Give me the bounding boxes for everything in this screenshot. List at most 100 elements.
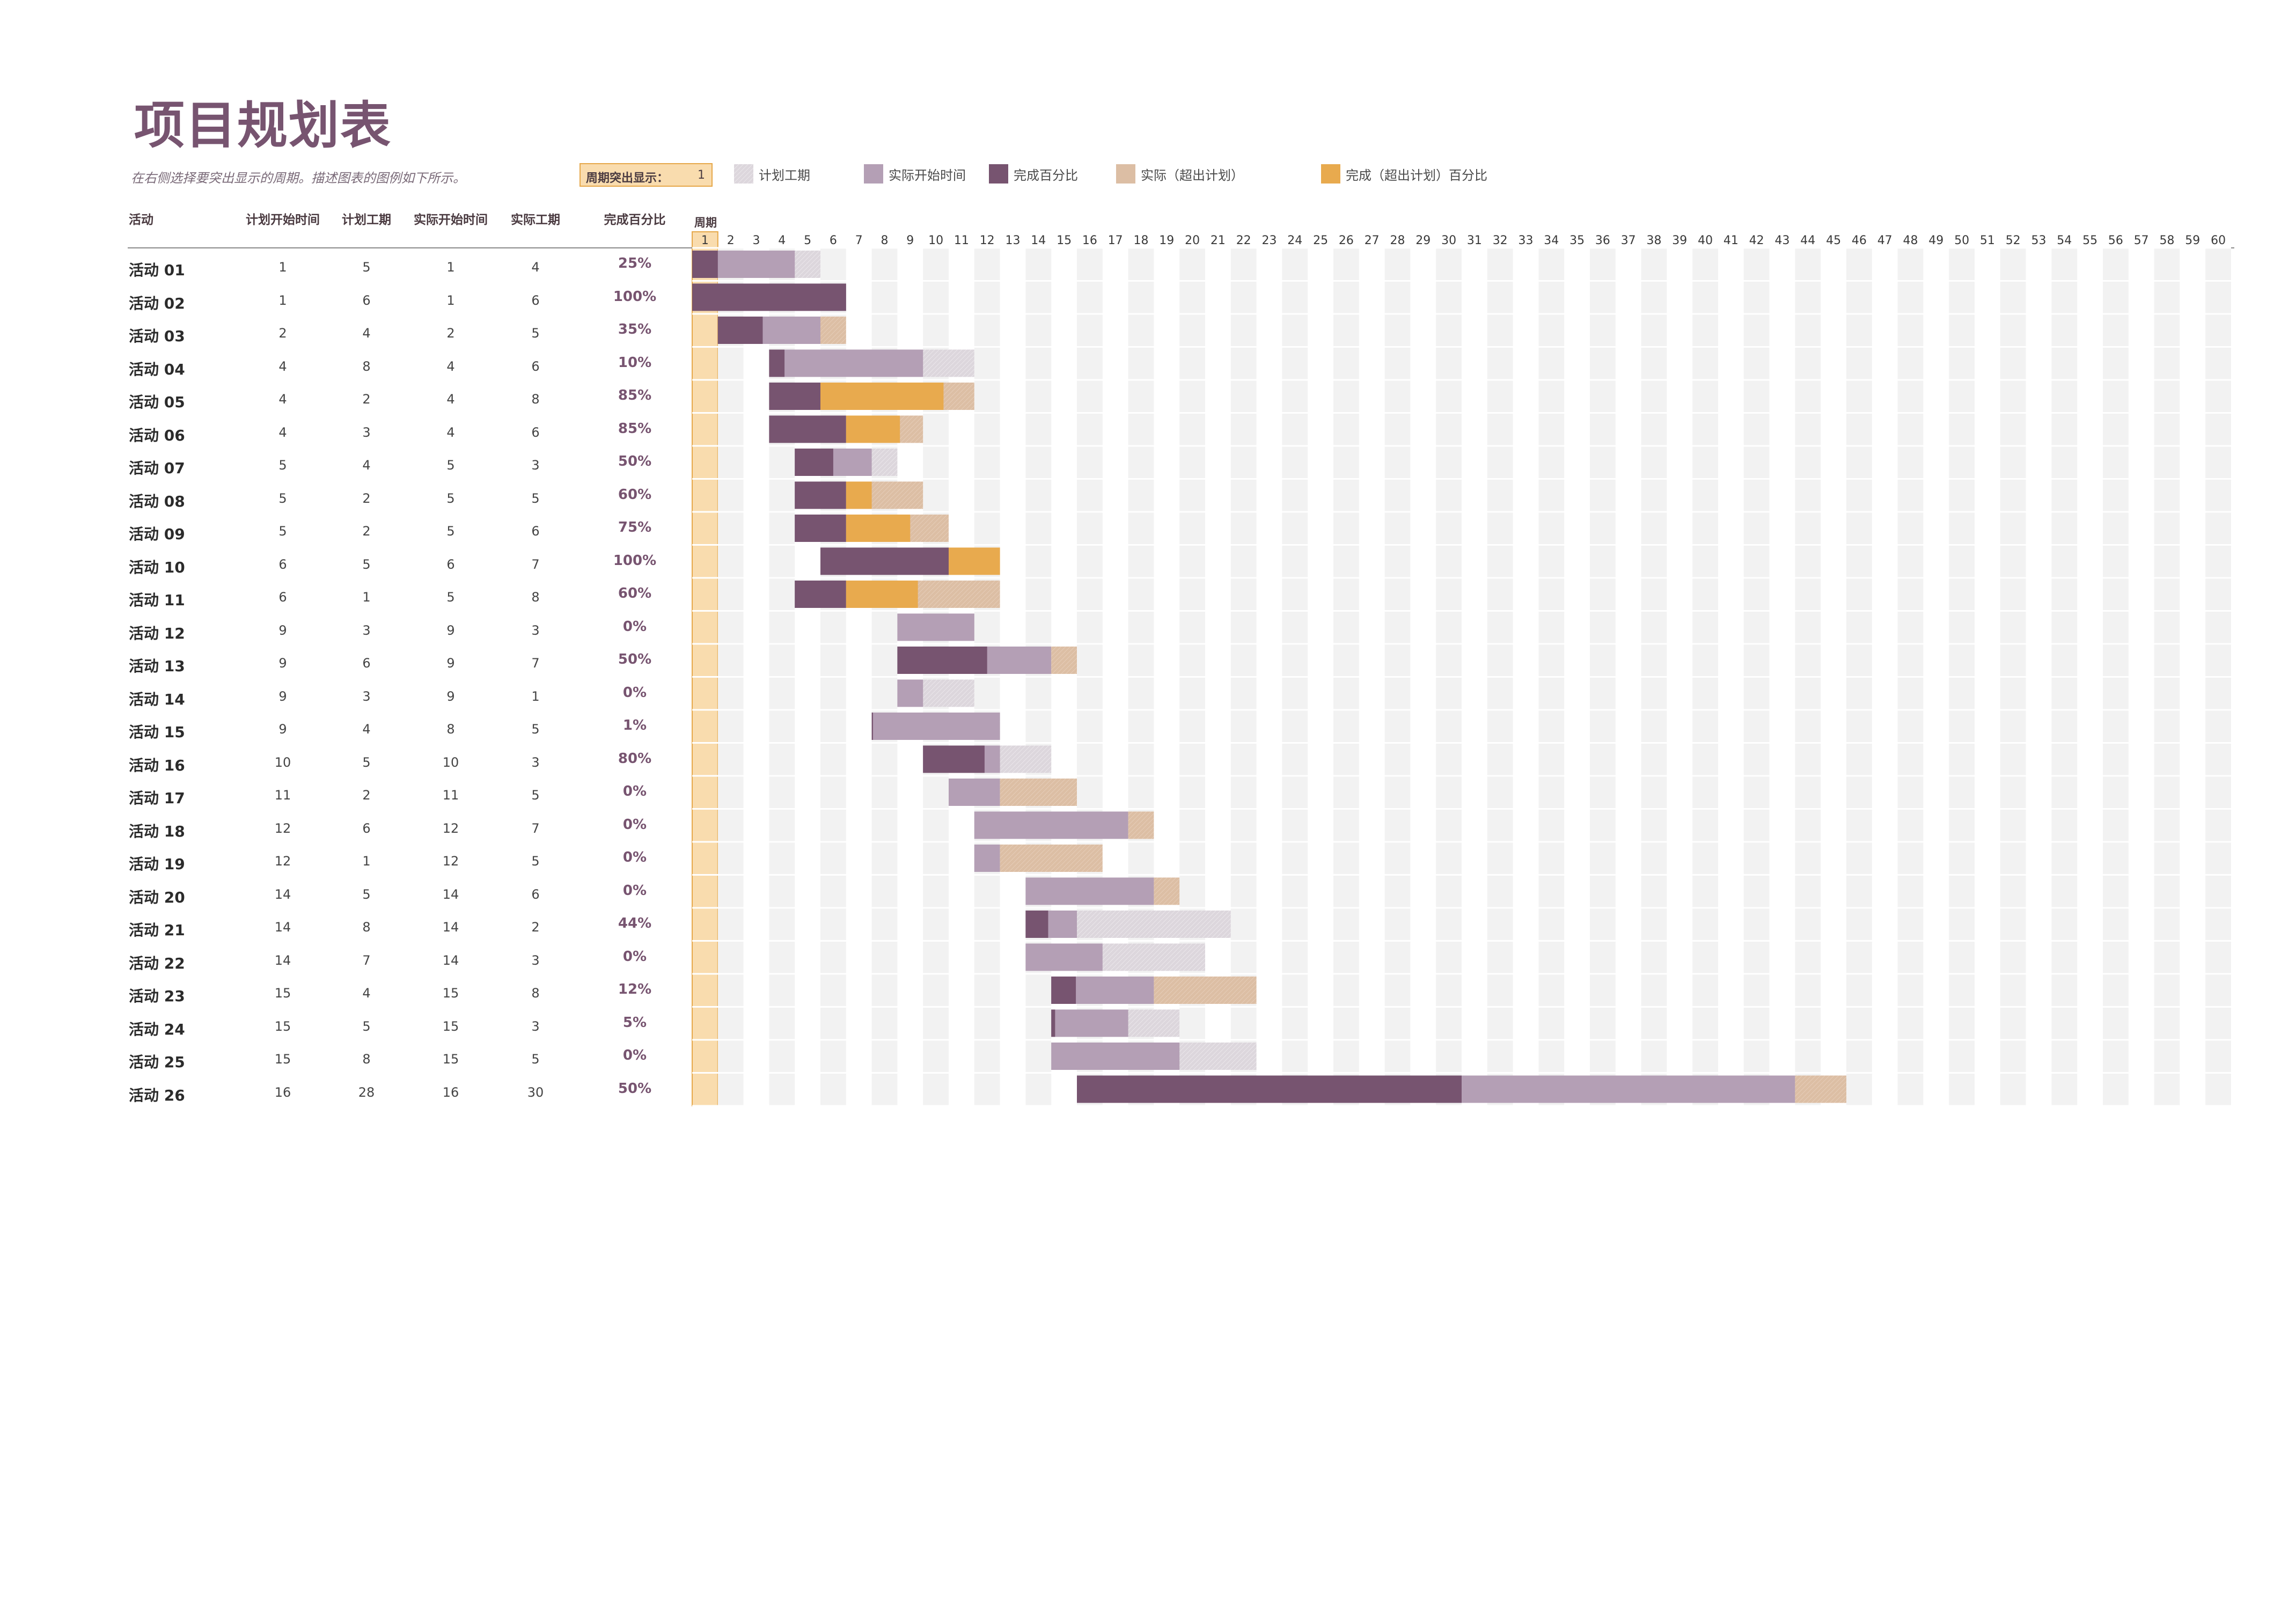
activity-name: 活动 24	[129, 1020, 185, 1038]
complete-bar	[923, 745, 985, 773]
actual-start-cell: 9	[446, 656, 455, 671]
plan-duration-cell: 5	[362, 260, 371, 275]
plan-duration-cell: 8	[362, 1052, 371, 1067]
gantt-row	[795, 581, 1000, 608]
actual-duration-cell: 3	[531, 622, 540, 638]
gantt-row	[897, 647, 1077, 674]
plan-duration-cell: 7	[362, 952, 371, 968]
activity-name: 活动 05	[129, 393, 185, 411]
plan-duration-cell: 1	[362, 590, 371, 605]
activity-name: 活动 16	[129, 756, 185, 774]
period-tick: 50	[1954, 234, 1969, 247]
actual-bar	[949, 779, 1000, 806]
plan-start-cell: 6	[278, 556, 287, 572]
percent-complete-cell: 0%	[622, 1047, 647, 1063]
period-tick: 60	[2211, 234, 2226, 247]
percent-complete-cell: 100%	[613, 552, 657, 569]
percent-complete-cell: 85%	[618, 420, 652, 437]
activity-name: 活动 11	[129, 591, 185, 609]
plan-start-cell: 15	[274, 986, 291, 1001]
period-tick: 59	[2185, 234, 2200, 247]
activity-name: 活动 10	[129, 558, 185, 576]
plan-duration-cell: 4	[362, 986, 371, 1001]
period-tick: 53	[2031, 234, 2046, 247]
actual-start-cell: 10	[442, 754, 459, 770]
plan-duration-cell: 2	[362, 788, 371, 803]
percent-complete-cell: 0%	[622, 948, 647, 965]
activity-name: 活动 13	[129, 657, 185, 675]
gantt-row	[1051, 1043, 1257, 1070]
plan-duration-cell: 8	[362, 358, 371, 374]
period-tick: 17	[1108, 234, 1123, 247]
plan-start-cell: 10	[274, 754, 291, 770]
legend-plan: 计划工期	[734, 163, 810, 185]
period-tick: 23	[1262, 234, 1277, 247]
plan-duration-cell: 5	[362, 1018, 371, 1034]
actual-duration-cell: 5	[531, 788, 540, 803]
period-tick: 20	[1185, 234, 1200, 247]
actual-beyond-bar	[1051, 647, 1077, 674]
actual-duration-cell: 6	[531, 886, 540, 902]
percent-complete-cell: 12%	[618, 981, 652, 997]
actual-start-cell: 9	[446, 622, 455, 638]
activity-name: 活动 21	[129, 921, 185, 939]
legend-complete-beyond-label: 完成（超出计划）百分比	[1346, 167, 1487, 183]
actual-start-cell: 16	[442, 1084, 459, 1100]
page-title: 项目规划表	[134, 97, 392, 155]
period-tick: 21	[1211, 234, 1226, 247]
gantt-row	[692, 251, 820, 278]
period-stripes	[128, 231, 2234, 1107]
complete-bar	[795, 481, 846, 509]
complete-bar	[1051, 1009, 1055, 1037]
plan-start-cell: 14	[274, 952, 291, 968]
activity-name: 活动 18	[129, 822, 185, 840]
percent-complete-cell: 60%	[618, 486, 652, 503]
legend-plan-swatch	[734, 164, 753, 184]
activity-name: 活动 02	[129, 294, 185, 312]
actual-beyond-bar	[1795, 1075, 1846, 1103]
period-tick: 9	[906, 234, 914, 247]
actual-duration-cell: 3	[531, 458, 540, 473]
actual-start-cell: 15	[442, 1052, 459, 1067]
actual-bar	[769, 349, 923, 377]
actual-bar	[1051, 1009, 1128, 1037]
complete-beyond-bar	[846, 415, 900, 443]
activity-name: 活动 20	[129, 888, 185, 906]
actual-duration-cell: 7	[531, 556, 540, 572]
plan-start-cell: 4	[278, 358, 287, 374]
gantt-row	[795, 515, 949, 542]
actual-start-cell: 6	[446, 556, 455, 572]
plan-start-cell: 12	[274, 854, 291, 869]
complete-beyond-bar	[820, 383, 944, 410]
col-header-activity: 活动	[129, 213, 153, 227]
actual-duration-cell: 5	[531, 722, 540, 737]
period-tick: 6	[830, 234, 837, 247]
percent-complete-cell: 75%	[618, 519, 652, 535]
gantt-row	[692, 283, 846, 311]
period-tick: 24	[1287, 234, 1302, 247]
period-tick: 46	[1852, 234, 1867, 247]
actual-duration-cell: 5	[531, 326, 540, 341]
actual-start-cell: 5	[446, 590, 455, 605]
period-highlight-control[interactable]: 周期突出显示： 1	[579, 163, 713, 187]
actual-bar	[1051, 1043, 1180, 1070]
period-tick: 14	[1031, 234, 1046, 247]
gantt-bars	[692, 251, 1846, 1103]
period-tick: 13	[1006, 234, 1021, 247]
period-tick: 37	[1621, 234, 1636, 247]
complete-beyond-bar	[846, 515, 911, 542]
complete-bar	[769, 383, 820, 410]
period-tick: 33	[1519, 234, 1534, 247]
plan-start-cell: 9	[278, 722, 287, 737]
percent-complete-cell: 50%	[618, 651, 652, 667]
actual-duration-cell: 5	[531, 1052, 540, 1067]
period-tick: 51	[1980, 234, 1995, 247]
percent-complete-cell: 0%	[622, 783, 647, 799]
gantt-row	[769, 383, 974, 410]
period-highlight-value[interactable]: 1	[698, 168, 705, 182]
complete-bar	[769, 349, 785, 377]
actual-start-cell: 4	[446, 392, 455, 407]
actual-bar	[1025, 943, 1103, 971]
actual-start-cell: 1	[446, 292, 455, 308]
